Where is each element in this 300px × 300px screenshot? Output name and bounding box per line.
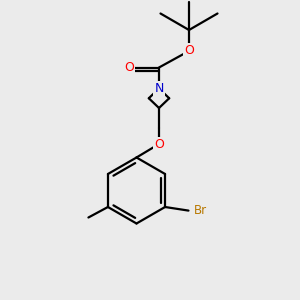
Text: Br: Br: [194, 204, 207, 217]
Text: N: N: [154, 82, 164, 95]
Text: O: O: [154, 137, 164, 151]
Text: O: O: [184, 44, 194, 58]
Text: O: O: [124, 61, 134, 74]
